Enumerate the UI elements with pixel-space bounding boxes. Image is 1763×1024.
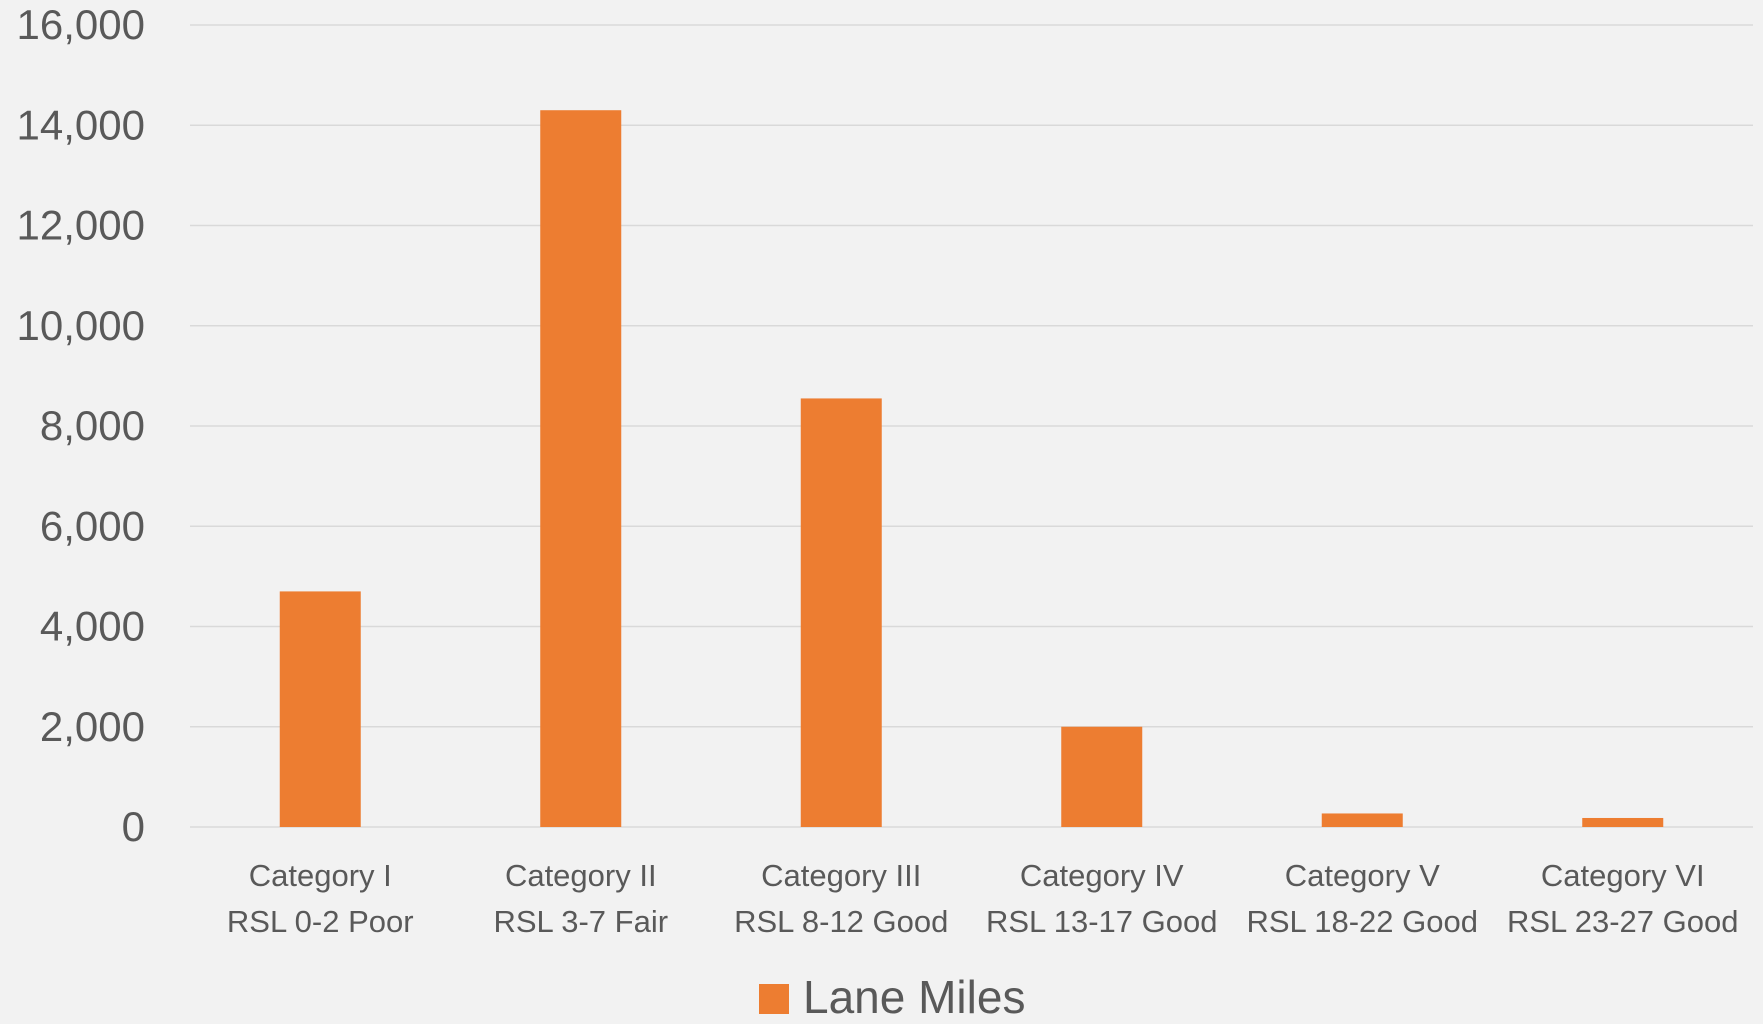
bar-5	[1321, 813, 1403, 827]
x-tick-category-label: Category VI	[1541, 858, 1705, 893]
y-tick-label: 4,000	[40, 603, 145, 650]
x-tick-rsl-label: RSL 13-17 Good	[986, 904, 1218, 939]
y-tick-label: 6,000	[40, 502, 145, 549]
bar-2	[540, 110, 622, 827]
x-tick-rsl-label: RSL 23-27 Good	[1507, 904, 1739, 939]
x-tick-category-label: Category IV	[1020, 858, 1184, 893]
y-tick-label: 10,000	[17, 302, 145, 349]
y-tick-label: 12,000	[17, 202, 145, 249]
x-tick-rsl-label: RSL 3-7 Fair	[493, 904, 668, 939]
bar-4	[1061, 726, 1143, 827]
x-tick-category-label: Category I	[249, 858, 392, 893]
x-tick-category-label: Category III	[761, 858, 921, 893]
x-tick-rsl-label: RSL 8-12 Good	[734, 904, 948, 939]
bar-3	[800, 398, 882, 827]
y-tick-label: 14,000	[17, 101, 145, 148]
legend-swatch	[759, 984, 789, 1014]
legend-label: Lane Miles	[803, 971, 1025, 1019]
x-tick-category-label: Category V	[1285, 858, 1440, 893]
y-tick-label: 2,000	[40, 703, 145, 750]
y-tick-label: 16,000	[17, 1, 145, 48]
bar-1	[279, 591, 361, 827]
x-tick-rsl-label: RSL 0-2 Poor	[227, 904, 414, 939]
y-tick-label: 8,000	[40, 402, 145, 449]
x-tick-category-label: Category II	[505, 858, 657, 893]
bar-6	[1582, 817, 1664, 827]
y-tick-label: 0	[122, 803, 145, 850]
x-tick-rsl-label: RSL 18-22 Good	[1246, 904, 1478, 939]
